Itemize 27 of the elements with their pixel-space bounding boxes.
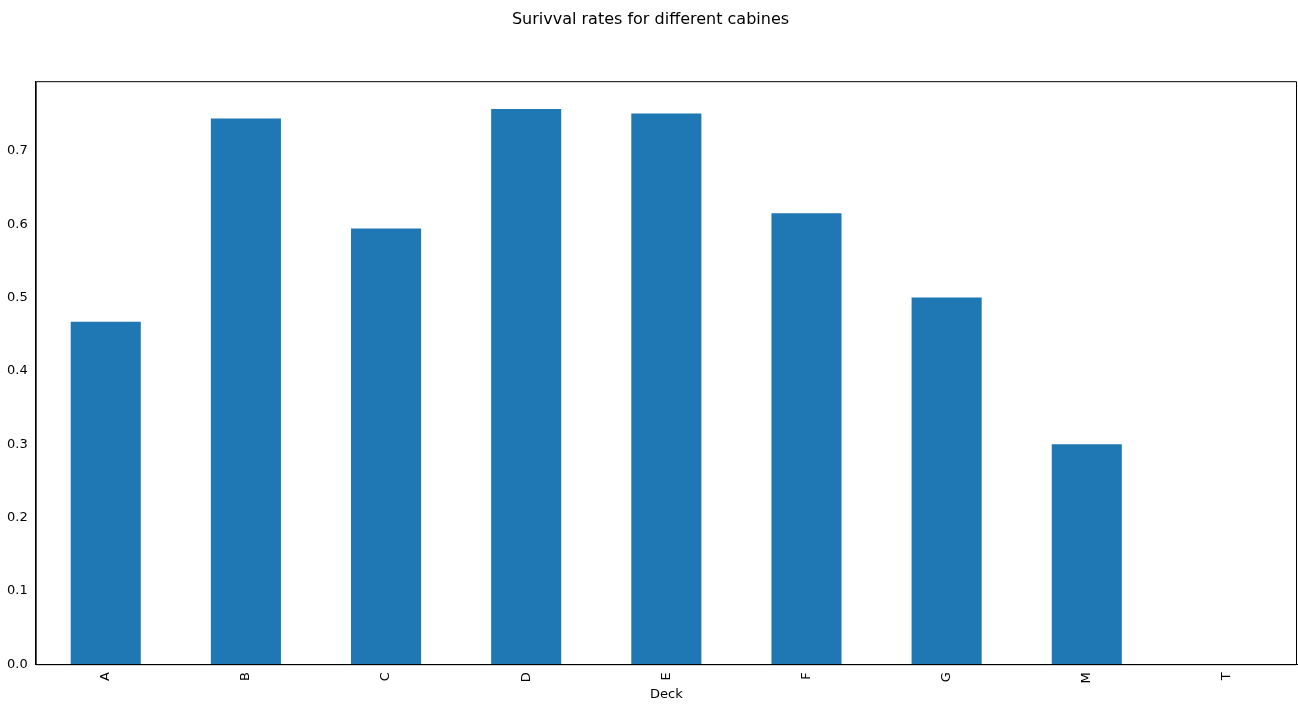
y-tick-label: 0.2 [6, 508, 28, 524]
x-tick-label: T [1218, 672, 1234, 682]
bar [351, 228, 422, 665]
y-tick-label: 0.5 [6, 288, 28, 304]
x-tick-label: M [1078, 672, 1094, 684]
chart-title: Surivval rates for different cabines [511, 8, 790, 28]
x-tick-label: A [97, 672, 113, 682]
x-tick-label: C [377, 672, 393, 682]
bar [491, 109, 562, 665]
y-tick-label: 0.3 [6, 435, 28, 451]
bar [771, 213, 842, 665]
y-tick-label: 0.1 [6, 582, 28, 598]
x-tick-label: F [797, 672, 813, 680]
y-tick-label: 0.4 [6, 362, 28, 378]
bar [631, 113, 702, 665]
y-tick-label: 0.0 [6, 655, 28, 671]
bar [70, 321, 141, 665]
bar [911, 297, 982, 665]
x-tick-label: G [938, 672, 954, 683]
x-tick-label: D [517, 672, 533, 683]
x-axis-title: Deck [649, 685, 684, 701]
y-tick-label: 0.7 [6, 142, 28, 158]
bar [210, 118, 281, 665]
bar [1051, 444, 1122, 665]
x-tick-label: B [237, 672, 253, 682]
y-tick-label: 0.6 [6, 215, 28, 231]
x-tick-label: E [657, 672, 673, 681]
